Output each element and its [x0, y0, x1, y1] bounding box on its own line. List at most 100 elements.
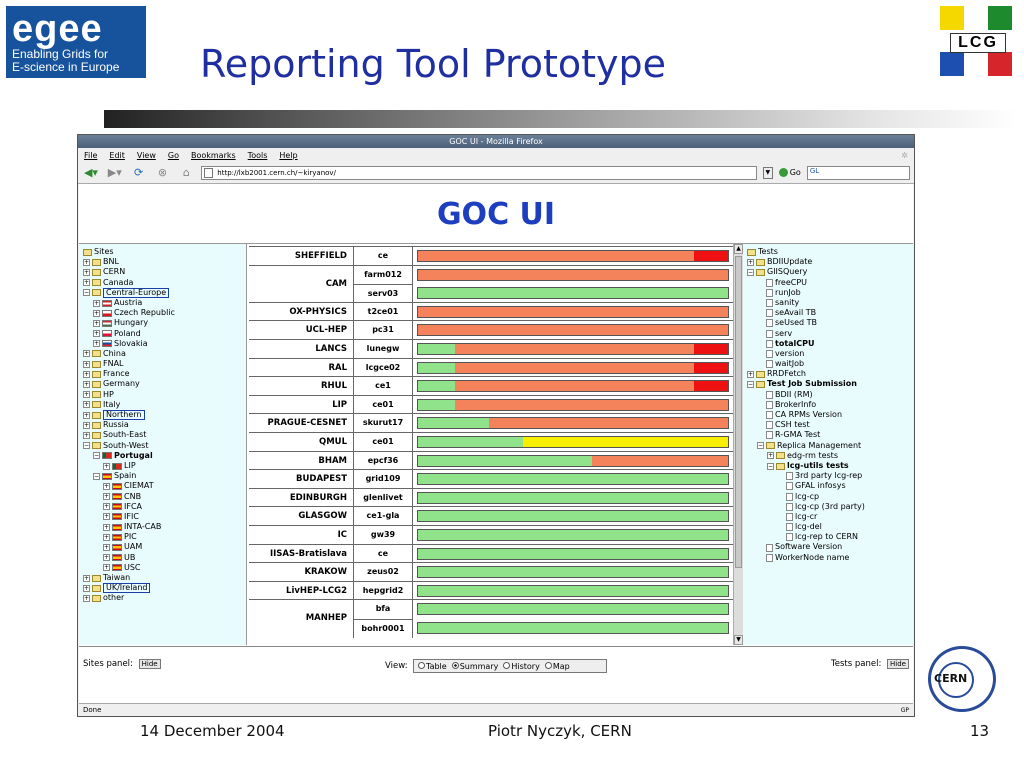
site-tree-item-cern[interactable]: + CERN: [81, 267, 244, 277]
expand-icon[interactable]: +: [93, 330, 100, 338]
expand-icon[interactable]: +: [83, 594, 90, 602]
url-dropdown-icon[interactable]: ▼: [762, 166, 773, 179]
site-tree-item-taiwan[interactable]: + Taiwan: [81, 573, 244, 583]
node-name[interactable]: skurut17: [353, 414, 413, 433]
site-tree-item-uam[interactable]: + UAM: [81, 542, 244, 552]
expand-icon[interactable]: +: [83, 391, 90, 399]
status-bar-chart[interactable]: [417, 491, 729, 504]
site-name[interactable]: IISAS-Bratislava: [269, 548, 347, 559]
test-tree-item-sanity[interactable]: sanity: [745, 298, 911, 308]
test-tree-item-test-job-submission[interactable]: − Test Job Submission: [745, 379, 911, 389]
collapse-icon[interactable]: −: [93, 472, 100, 480]
site-name[interactable]: IC: [337, 530, 347, 540]
node-name[interactable]: lcgce02: [353, 358, 413, 378]
site-name[interactable]: MANHEP: [305, 613, 347, 624]
scroll-down-icon[interactable]: ▼: [734, 635, 743, 645]
menu-go[interactable]: Go: [167, 150, 179, 160]
expand-icon[interactable]: +: [83, 381, 90, 389]
site-tree-item-fnal[interactable]: + FNAL: [81, 359, 244, 369]
test-tree-item-gfal-infosys[interactable]: GFAL infosys: [745, 481, 911, 491]
site-tree-item-lip[interactable]: + LIP: [81, 461, 244, 471]
status-bar-chart[interactable]: [417, 398, 729, 411]
site-name[interactable]: KRAKOW: [304, 567, 347, 578]
expand-icon[interactable]: +: [83, 350, 90, 358]
site-tree-item-bnl[interactable]: + BNL: [81, 257, 244, 267]
status-bar-chart[interactable]: [417, 324, 729, 337]
test-tree-item-lcg-rep-to-cern[interactable]: lcg-rep to CERN: [745, 532, 911, 542]
test-tree-item-bdiiupdate[interactable]: + BDIIUpdate: [745, 257, 911, 267]
expand-icon[interactable]: +: [83, 421, 90, 429]
site-tree-item-spain[interactable]: − Spain: [81, 471, 244, 481]
status-bar-chart[interactable]: [417, 621, 729, 634]
expand-icon[interactable]: +: [93, 319, 100, 327]
test-tree-item-software-version[interactable]: Software Version: [745, 542, 911, 552]
status-bar-chart[interactable]: [417, 529, 729, 541]
node-name[interactable]: hepgrid2: [353, 581, 413, 601]
test-tree-item-edg-rm-tests[interactable]: + edg-rm tests: [745, 451, 911, 461]
expand-icon[interactable]: +: [747, 258, 754, 266]
status-bar-chart[interactable]: [417, 436, 729, 448]
test-tree-item-waitjob[interactable]: waitJob: [745, 359, 911, 369]
menu-edit[interactable]: Edit: [109, 150, 125, 160]
site-tree-item-other[interactable]: + other: [81, 593, 244, 603]
site-tree-item-portugal[interactable]: − Portugal: [81, 451, 244, 461]
expand-icon[interactable]: +: [767, 452, 774, 460]
status-bar-chart[interactable]: [417, 603, 729, 616]
forward-icon[interactable]: ▶▾: [107, 166, 122, 179]
test-tree-item-seavail-tb[interactable]: seAvail TB: [745, 308, 911, 318]
node-name[interactable]: glenlivet: [353, 488, 413, 508]
site-tree-item-germany[interactable]: + Germany: [81, 379, 244, 389]
test-tree-item-workernode-name[interactable]: WorkerNode name: [745, 553, 911, 563]
expand-icon[interactable]: +: [103, 482, 110, 490]
node-name[interactable]: bohr0001: [353, 618, 413, 638]
site-name[interactable]: LivHEP-LCG2: [286, 585, 347, 596]
view-option-history[interactable]: History: [503, 661, 540, 671]
site-tree-item-ciemat[interactable]: + CIEMAT: [81, 481, 244, 491]
site-tree-item-ific[interactable]: + IFIC: [81, 512, 244, 522]
back-icon[interactable]: ◀▾: [83, 166, 98, 179]
menu-bookmarks[interactable]: Bookmarks: [190, 150, 236, 160]
expand-icon[interactable]: +: [83, 431, 90, 439]
status-bar-chart[interactable]: [417, 305, 729, 318]
site-tree-item-ub[interactable]: + UB: [81, 553, 244, 563]
test-tree-item-seused-tb[interactable]: seUsed TB: [745, 318, 911, 328]
test-tree-item-version[interactable]: version: [745, 349, 911, 359]
site-name[interactable]: RHUL: [321, 381, 347, 392]
site-name[interactable]: OX-PHYSICS: [289, 306, 347, 317]
test-tree-item-lcg-cr[interactable]: lcg-cr: [745, 512, 911, 522]
status-bar-chart[interactable]: [417, 584, 729, 597]
expand-icon[interactable]: +: [83, 370, 90, 378]
hide-tests-button[interactable]: Hide: [887, 659, 909, 669]
expand-icon[interactable]: +: [83, 401, 90, 409]
site-tree-item-sites[interactable]: Sites: [81, 247, 244, 257]
test-tree-item-rrdfetch[interactable]: + RRDFetch: [745, 369, 911, 379]
site-tree-item-south-east[interactable]: + South-East: [81, 430, 244, 440]
expand-icon[interactable]: +: [103, 544, 110, 552]
expand-icon[interactable]: +: [103, 513, 110, 521]
collapse-icon[interactable]: −: [747, 381, 754, 389]
collapse-icon[interactable]: −: [83, 289, 90, 297]
node-name[interactable]: ce: [353, 247, 413, 266]
node-name[interactable]: grid109: [353, 470, 413, 489]
site-name[interactable]: QMUL: [318, 437, 347, 447]
test-tree-item-lcg-del[interactable]: lcg-del: [745, 522, 911, 532]
status-bar-chart[interactable]: [417, 361, 729, 374]
site-tree-item-poland[interactable]: + Poland: [81, 329, 244, 339]
node-name[interactable]: lunegw: [353, 340, 413, 359]
status-bar-chart[interactable]: [417, 510, 729, 523]
collapse-icon[interactable]: −: [757, 442, 764, 450]
site-tree-item-canada[interactable]: + Canada: [81, 278, 244, 288]
node-name[interactable]: pc31: [353, 321, 413, 340]
menu-view[interactable]: View: [136, 150, 156, 160]
test-tree-item-tests[interactable]: Tests: [745, 247, 911, 257]
expand-icon[interactable]: +: [83, 584, 90, 592]
test-tree-item-replica-management[interactable]: − Replica Management: [745, 441, 911, 451]
expand-icon[interactable]: +: [83, 411, 90, 419]
test-tree-item-runjob[interactable]: runJob: [745, 288, 911, 298]
home-icon[interactable]: ⌂: [182, 166, 190, 179]
site-tree-item-ifca[interactable]: + IFCA: [81, 502, 244, 512]
scroll-thumb[interactable]: [735, 256, 742, 568]
site-tree-item-russia[interactable]: + Russia: [81, 420, 244, 430]
collapse-icon[interactable]: −: [747, 268, 754, 276]
test-tree-item-lcg-cp[interactable]: lcg-cp: [745, 492, 911, 502]
